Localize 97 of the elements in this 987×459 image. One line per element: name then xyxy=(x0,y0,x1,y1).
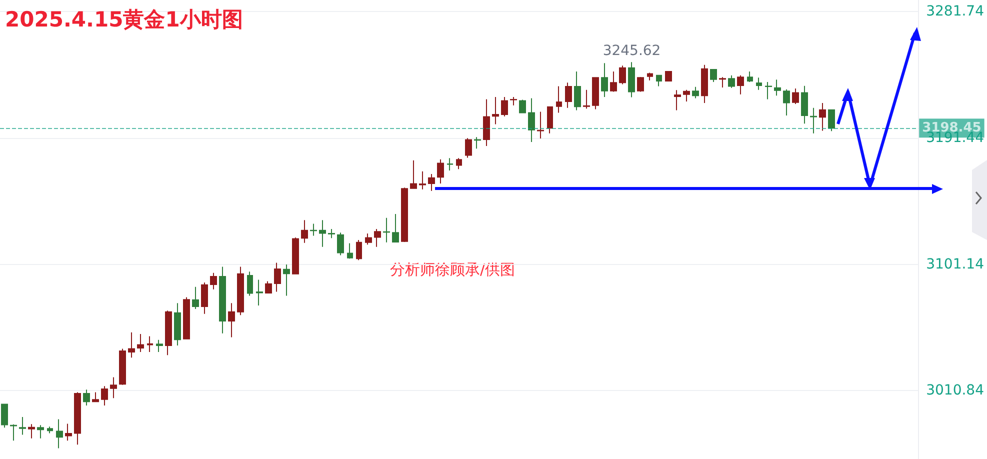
candlestick xyxy=(456,158,462,170)
candlestick xyxy=(228,302,235,338)
candlestick xyxy=(1,404,8,428)
candlestick xyxy=(310,223,317,236)
candlestick xyxy=(474,136,481,150)
candlestick xyxy=(174,302,181,346)
candlestick xyxy=(74,392,81,446)
candlestick xyxy=(28,424,35,439)
candlestick xyxy=(328,228,335,239)
candlestick xyxy=(556,86,562,114)
candlestick xyxy=(701,64,708,104)
candlestick xyxy=(756,77,762,90)
annotation: 3245.62 xyxy=(602,43,661,60)
candlestick xyxy=(774,79,781,96)
candlestick xyxy=(292,236,299,274)
y-tick-label: 3281.74 xyxy=(926,4,984,20)
candlestick xyxy=(56,418,63,449)
candlestick xyxy=(83,389,90,406)
candlestick xyxy=(247,271,253,296)
candlestick xyxy=(365,233,372,246)
candlestick xyxy=(628,62,635,98)
candlestick xyxy=(356,239,362,261)
candlestick xyxy=(128,332,135,358)
candlestick xyxy=(592,77,599,110)
candlestick xyxy=(256,279,263,306)
candlestick xyxy=(374,228,381,248)
candlestick xyxy=(156,339,163,352)
candlestick xyxy=(783,88,790,116)
candlestick xyxy=(183,296,190,340)
candlestick xyxy=(147,336,153,352)
candlestick xyxy=(383,217,390,243)
candlestick xyxy=(819,102,826,132)
candlestick xyxy=(119,348,126,386)
candlestick xyxy=(801,85,808,124)
candlestick xyxy=(747,71,753,83)
candlestick xyxy=(737,74,744,95)
candlestick xyxy=(301,220,308,244)
candlestick xyxy=(519,99,526,114)
candlestick xyxy=(583,89,590,110)
candlestick xyxy=(65,423,72,442)
candlestick xyxy=(537,111,544,140)
candlestick xyxy=(719,76,726,88)
candlestick xyxy=(637,76,644,92)
candlestick xyxy=(528,98,535,143)
candlestick xyxy=(37,424,44,439)
candlestick xyxy=(501,96,508,117)
candlestick xyxy=(337,232,344,256)
candlestick xyxy=(92,392,99,402)
chart-title: 2025.4.15黄金1小时图 xyxy=(5,8,243,32)
candlestick xyxy=(319,220,326,248)
candlestick xyxy=(447,158,453,171)
candlestick xyxy=(619,65,626,85)
candlestick xyxy=(19,416,26,436)
candlestick xyxy=(428,173,435,192)
candlestick xyxy=(565,82,572,108)
candlestick xyxy=(283,264,290,296)
candlestick xyxy=(692,86,699,99)
candlestick xyxy=(219,266,226,334)
candlestick xyxy=(347,242,353,260)
candlestick xyxy=(601,62,608,98)
candlestick xyxy=(610,71,617,92)
candlestick xyxy=(210,272,217,290)
candlestick xyxy=(47,426,53,434)
candlestick xyxy=(274,262,281,292)
candlestick xyxy=(665,70,672,82)
candlestick xyxy=(574,71,581,111)
candlestick xyxy=(465,138,472,158)
y-tick-label: 3010.84 xyxy=(926,382,984,399)
candlestick xyxy=(510,96,517,106)
y-tick-label: 3101.14 xyxy=(926,256,984,272)
candlestick xyxy=(165,310,172,356)
candlestick xyxy=(110,376,117,399)
candlestick xyxy=(483,98,490,146)
candlestick xyxy=(392,213,399,242)
candlestick xyxy=(237,266,244,316)
candlestick xyxy=(10,424,17,442)
candlestick xyxy=(810,107,817,134)
candlestick xyxy=(419,170,426,190)
candlestick xyxy=(401,187,408,242)
candlestick xyxy=(547,106,553,134)
candlestick xyxy=(410,160,417,189)
candlestick xyxy=(192,286,199,310)
candlestick xyxy=(101,386,108,406)
candlestick xyxy=(828,108,835,132)
candlestick xyxy=(647,72,653,81)
candlestick xyxy=(137,334,144,352)
candlestick xyxy=(265,280,272,294)
candlestick xyxy=(765,82,772,100)
candlestick xyxy=(201,282,208,314)
candlestick xyxy=(710,68,717,83)
candlestick xyxy=(792,88,799,104)
candlestick xyxy=(437,158,444,184)
candlestick xyxy=(683,89,690,102)
candlestick xyxy=(656,74,662,87)
candlestick xyxy=(492,96,499,125)
candlestick xyxy=(674,90,681,111)
candlestick xyxy=(728,74,735,88)
